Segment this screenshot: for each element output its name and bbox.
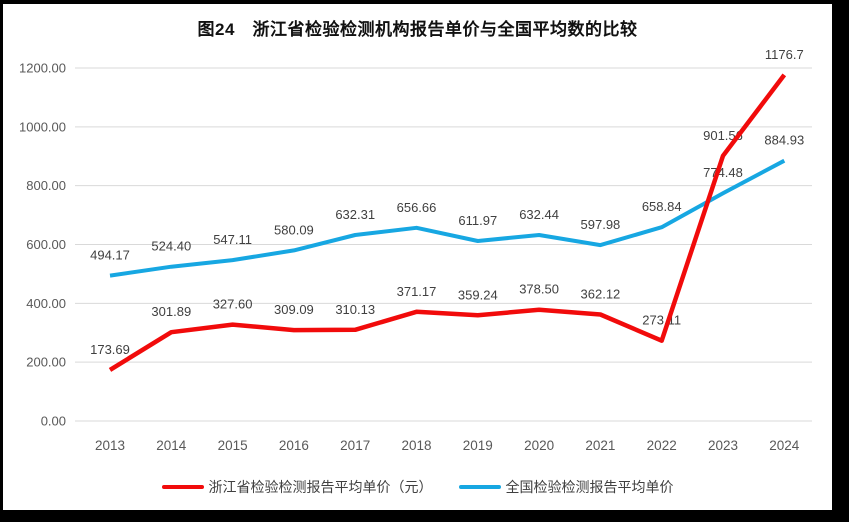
x-tick-label: 2016 <box>279 438 309 453</box>
legend-swatch-blue-line-icon <box>458 485 501 489</box>
series-line <box>109 158 786 278</box>
data-label: 774.48 <box>703 165 743 180</box>
data-label: 327.60 <box>213 297 253 312</box>
data-label: 658.84 <box>642 199 682 214</box>
legend-item-national: 全国检验检测报告平均单价 <box>458 477 674 497</box>
data-label: 359.24 <box>458 287 498 302</box>
chart-canvas: 图24 浙江省检验检测机构报告单价与全国平均数的比较 0.00 200.00 400… <box>3 4 832 510</box>
x-tick-label: 2020 <box>524 438 554 453</box>
x-tick-label: 2019 <box>463 438 493 453</box>
data-label: 580.09 <box>274 222 314 237</box>
y-tick-label: 1200.00 <box>19 61 66 76</box>
y-tick-label: 200.00 <box>26 355 66 370</box>
chart-legend: 浙江省检验检测报告平均单价（元） 全国检验检测报告平均单价 <box>3 477 832 497</box>
series-line <box>108 73 787 372</box>
chart-title: 图24 浙江省检验检测机构报告单价与全国平均数的比较 <box>197 20 638 39</box>
legend-item-zhejiang: 浙江省检验检测报告平均单价（元） <box>161 477 433 497</box>
data-label: 309.09 <box>274 302 314 317</box>
x-tick-label: 2023 <box>708 438 738 453</box>
x-tick-label: 2015 <box>218 438 248 453</box>
x-tick-label: 2017 <box>340 438 370 453</box>
legend-label-zhejiang: 浙江省检验检测报告平均单价（元） <box>208 479 433 495</box>
data-label: 494.17 <box>90 248 130 263</box>
data-label: 273.11 <box>642 313 681 328</box>
data-label: 611.97 <box>458 213 497 228</box>
data-label: 310.13 <box>335 302 375 317</box>
y-tick-label: 0.00 <box>41 414 66 429</box>
data-label: 547.11 <box>213 232 252 247</box>
legend-swatch-red-line-icon <box>161 485 204 489</box>
x-tick-label: 2024 <box>769 438 800 453</box>
line-chart-plot: 0.00 200.00 400.00 600.00 800.00 1000.00 1200.… <box>19 47 812 453</box>
legend-label-national: 全国检验检测报告平均单价 <box>505 479 674 495</box>
data-label: 378.50 <box>519 282 559 297</box>
data-label: 173.69 <box>90 342 130 357</box>
data-label: 884.93 <box>764 133 804 148</box>
y-tick-label: 1000.00 <box>19 119 66 134</box>
x-tick-label: 2021 <box>585 438 615 453</box>
data-label: 1176.7 <box>765 47 804 62</box>
data-label: 371.17 <box>397 284 437 299</box>
x-tick-label: 2013 <box>95 438 125 453</box>
data-label: 656.66 <box>397 200 437 215</box>
x-tick-label: 2018 <box>401 438 431 453</box>
data-label: 597.98 <box>581 217 621 232</box>
data-label: 362.12 <box>581 286 621 301</box>
y-tick-label: 400.00 <box>26 296 66 311</box>
y-tick-label: 800.00 <box>26 178 66 193</box>
data-label: 301.89 <box>151 304 191 319</box>
x-tick-label: 2022 <box>647 438 677 453</box>
y-tick-label: 600.00 <box>26 237 66 252</box>
x-tick-label: 2014 <box>156 438 187 453</box>
data-label: 524.40 <box>151 239 191 254</box>
data-label: 632.31 <box>335 207 375 222</box>
data-label: 632.44 <box>519 207 559 222</box>
